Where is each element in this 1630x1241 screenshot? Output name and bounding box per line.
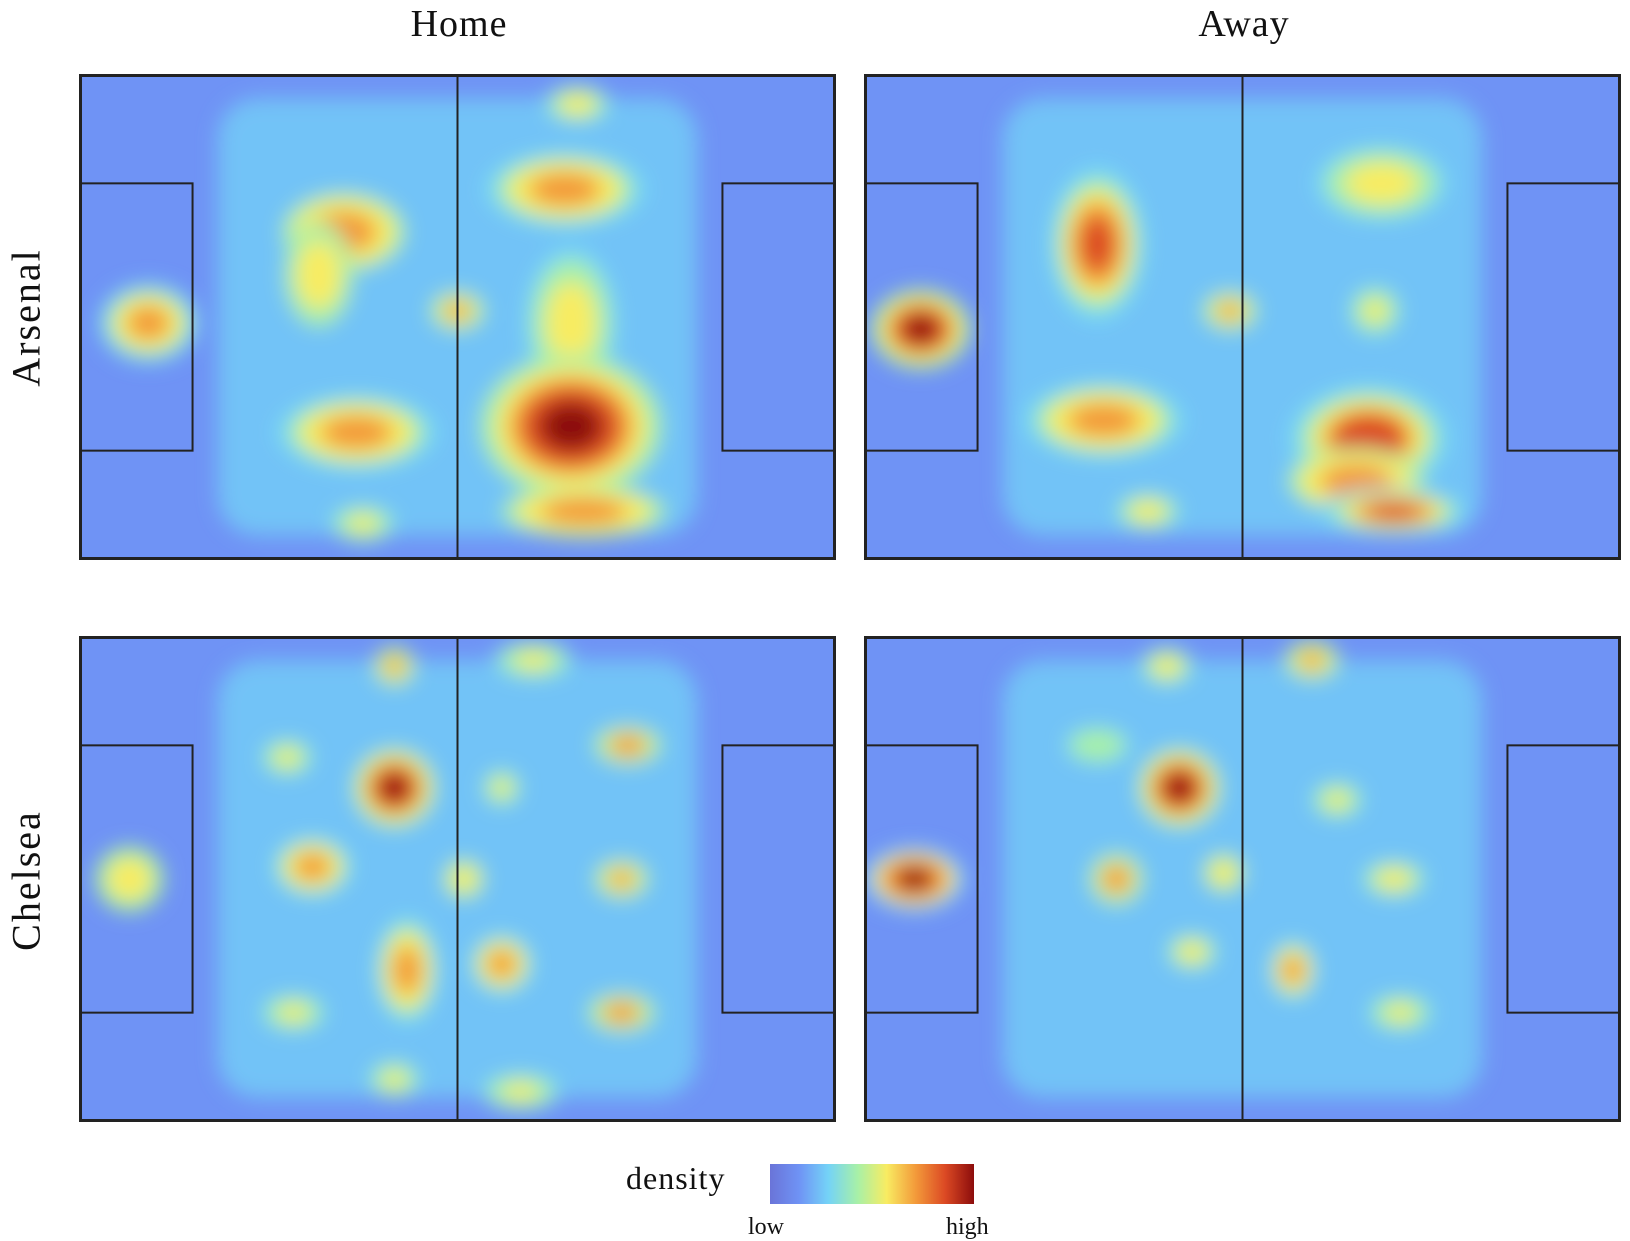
hotspot-8-level-5 [1300,652,1324,669]
hotspot-5-level-5 [1340,419,1398,458]
pitch-border [864,74,1621,560]
hotspot-1-level-5 [1080,216,1115,272]
hotspot-4-level-5 [385,658,403,675]
hotspot-4-level-5 [1104,868,1128,890]
right-penalty-box [1506,182,1621,452]
pitch-border [864,636,1621,1122]
hotspot-15-level-5 [607,1004,636,1021]
hotspot-6-level-5 [279,1004,308,1021]
right-penalty-box [721,744,836,1014]
hotspot-6-level-5 [551,290,591,356]
left-penalty-box [79,744,194,1014]
hotspot-3-level-5 [1155,658,1179,675]
hotspot-7-level-5 [1368,503,1420,520]
hotspot-3-level-5 [1218,302,1242,320]
hotspot-10-level-5 [1386,1004,1415,1021]
hotspot-5-level-5 [395,950,419,990]
pitch-heatmap [79,636,836,1122]
row-title-chelsea: Chelsea [3,810,49,951]
hotspot-10-level-5 [490,953,514,975]
panel-arsenal-home [79,74,836,560]
hotspot-2-level-5 [1075,406,1133,434]
hotspot-0-level-5 [115,865,144,893]
hotspot-5-level-5 [536,175,594,204]
legend-high-label: high [946,1214,989,1240]
hotspot-10-level-5 [348,515,378,532]
hotspot-2-level-5 [298,855,327,878]
hotspot-6-level-5 [1327,467,1385,495]
right-penalty-box [721,182,836,452]
hotspot-14-level-5 [613,737,643,754]
pitch-heatmap [864,636,1621,1122]
hotspot-4-level-5 [1352,166,1410,200]
left-penalty-box [864,182,979,452]
hotspot-11-level-5 [516,652,551,669]
pitch-border [79,636,836,1122]
panel-chelsea-home [79,636,836,1122]
pitch-heatmap [864,74,1621,560]
pitch-border [79,74,836,560]
hotspot-2-level-5 [304,252,333,297]
pitch-markings [864,74,1621,560]
hotspot-3-level-5 [328,418,385,447]
hotspot-6-level-5 [1215,864,1233,882]
hotspot-11-level-5 [1325,791,1349,809]
hotspot-5-level-5 [1180,943,1204,961]
hotspot-9-level-5 [1379,870,1409,888]
hotspot-0-level-5 [897,868,932,890]
hotspot-0-level-5 [131,309,166,337]
hotspot-12-level-5 [503,1083,538,1100]
panel-chelsea-away [864,636,1621,1122]
hotspot-9-level-5 [563,96,592,113]
hotspot-8-level-5 [1133,503,1163,520]
left-penalty-box [864,744,979,1014]
hotspot-3-level-5 [380,774,409,802]
legend-title: density [626,1160,726,1196]
pitch-heatmap [79,74,836,560]
hotspot-9-level-5 [455,870,473,888]
hotspot-8-level-5 [493,779,511,797]
hotspot-8-level-5 [549,500,618,523]
hotspot-7-level-5 [383,1071,406,1088]
column-title-home: Home [410,3,508,45]
panel-arsenal-away [864,74,1621,560]
pitch-markings [79,636,836,1122]
right-penalty-box [1506,744,1621,1014]
legend-colorbar [770,1164,974,1204]
column-title-away: Away [1198,3,1290,45]
row-title-arsenal: Arsenal [3,248,49,387]
legend-low-label: low [748,1214,784,1240]
hotspot-0-level-5 [903,315,938,343]
hotspot-1-level-5 [1083,737,1112,754]
density-layer [871,98,1483,536]
density-layer [864,640,1483,1098]
pitch-markings [864,636,1621,1122]
hotspot-9-level-5 [1363,299,1387,322]
hotspot-13-level-5 [610,870,633,888]
hotspot-1-level-5 [275,749,299,766]
hotspot-2-level-5 [1165,774,1194,802]
pitch-markings [79,74,836,560]
left-penalty-box [79,182,194,452]
hotspot-7-level-5 [539,401,603,451]
hotspot-7-level-5 [1284,959,1302,982]
